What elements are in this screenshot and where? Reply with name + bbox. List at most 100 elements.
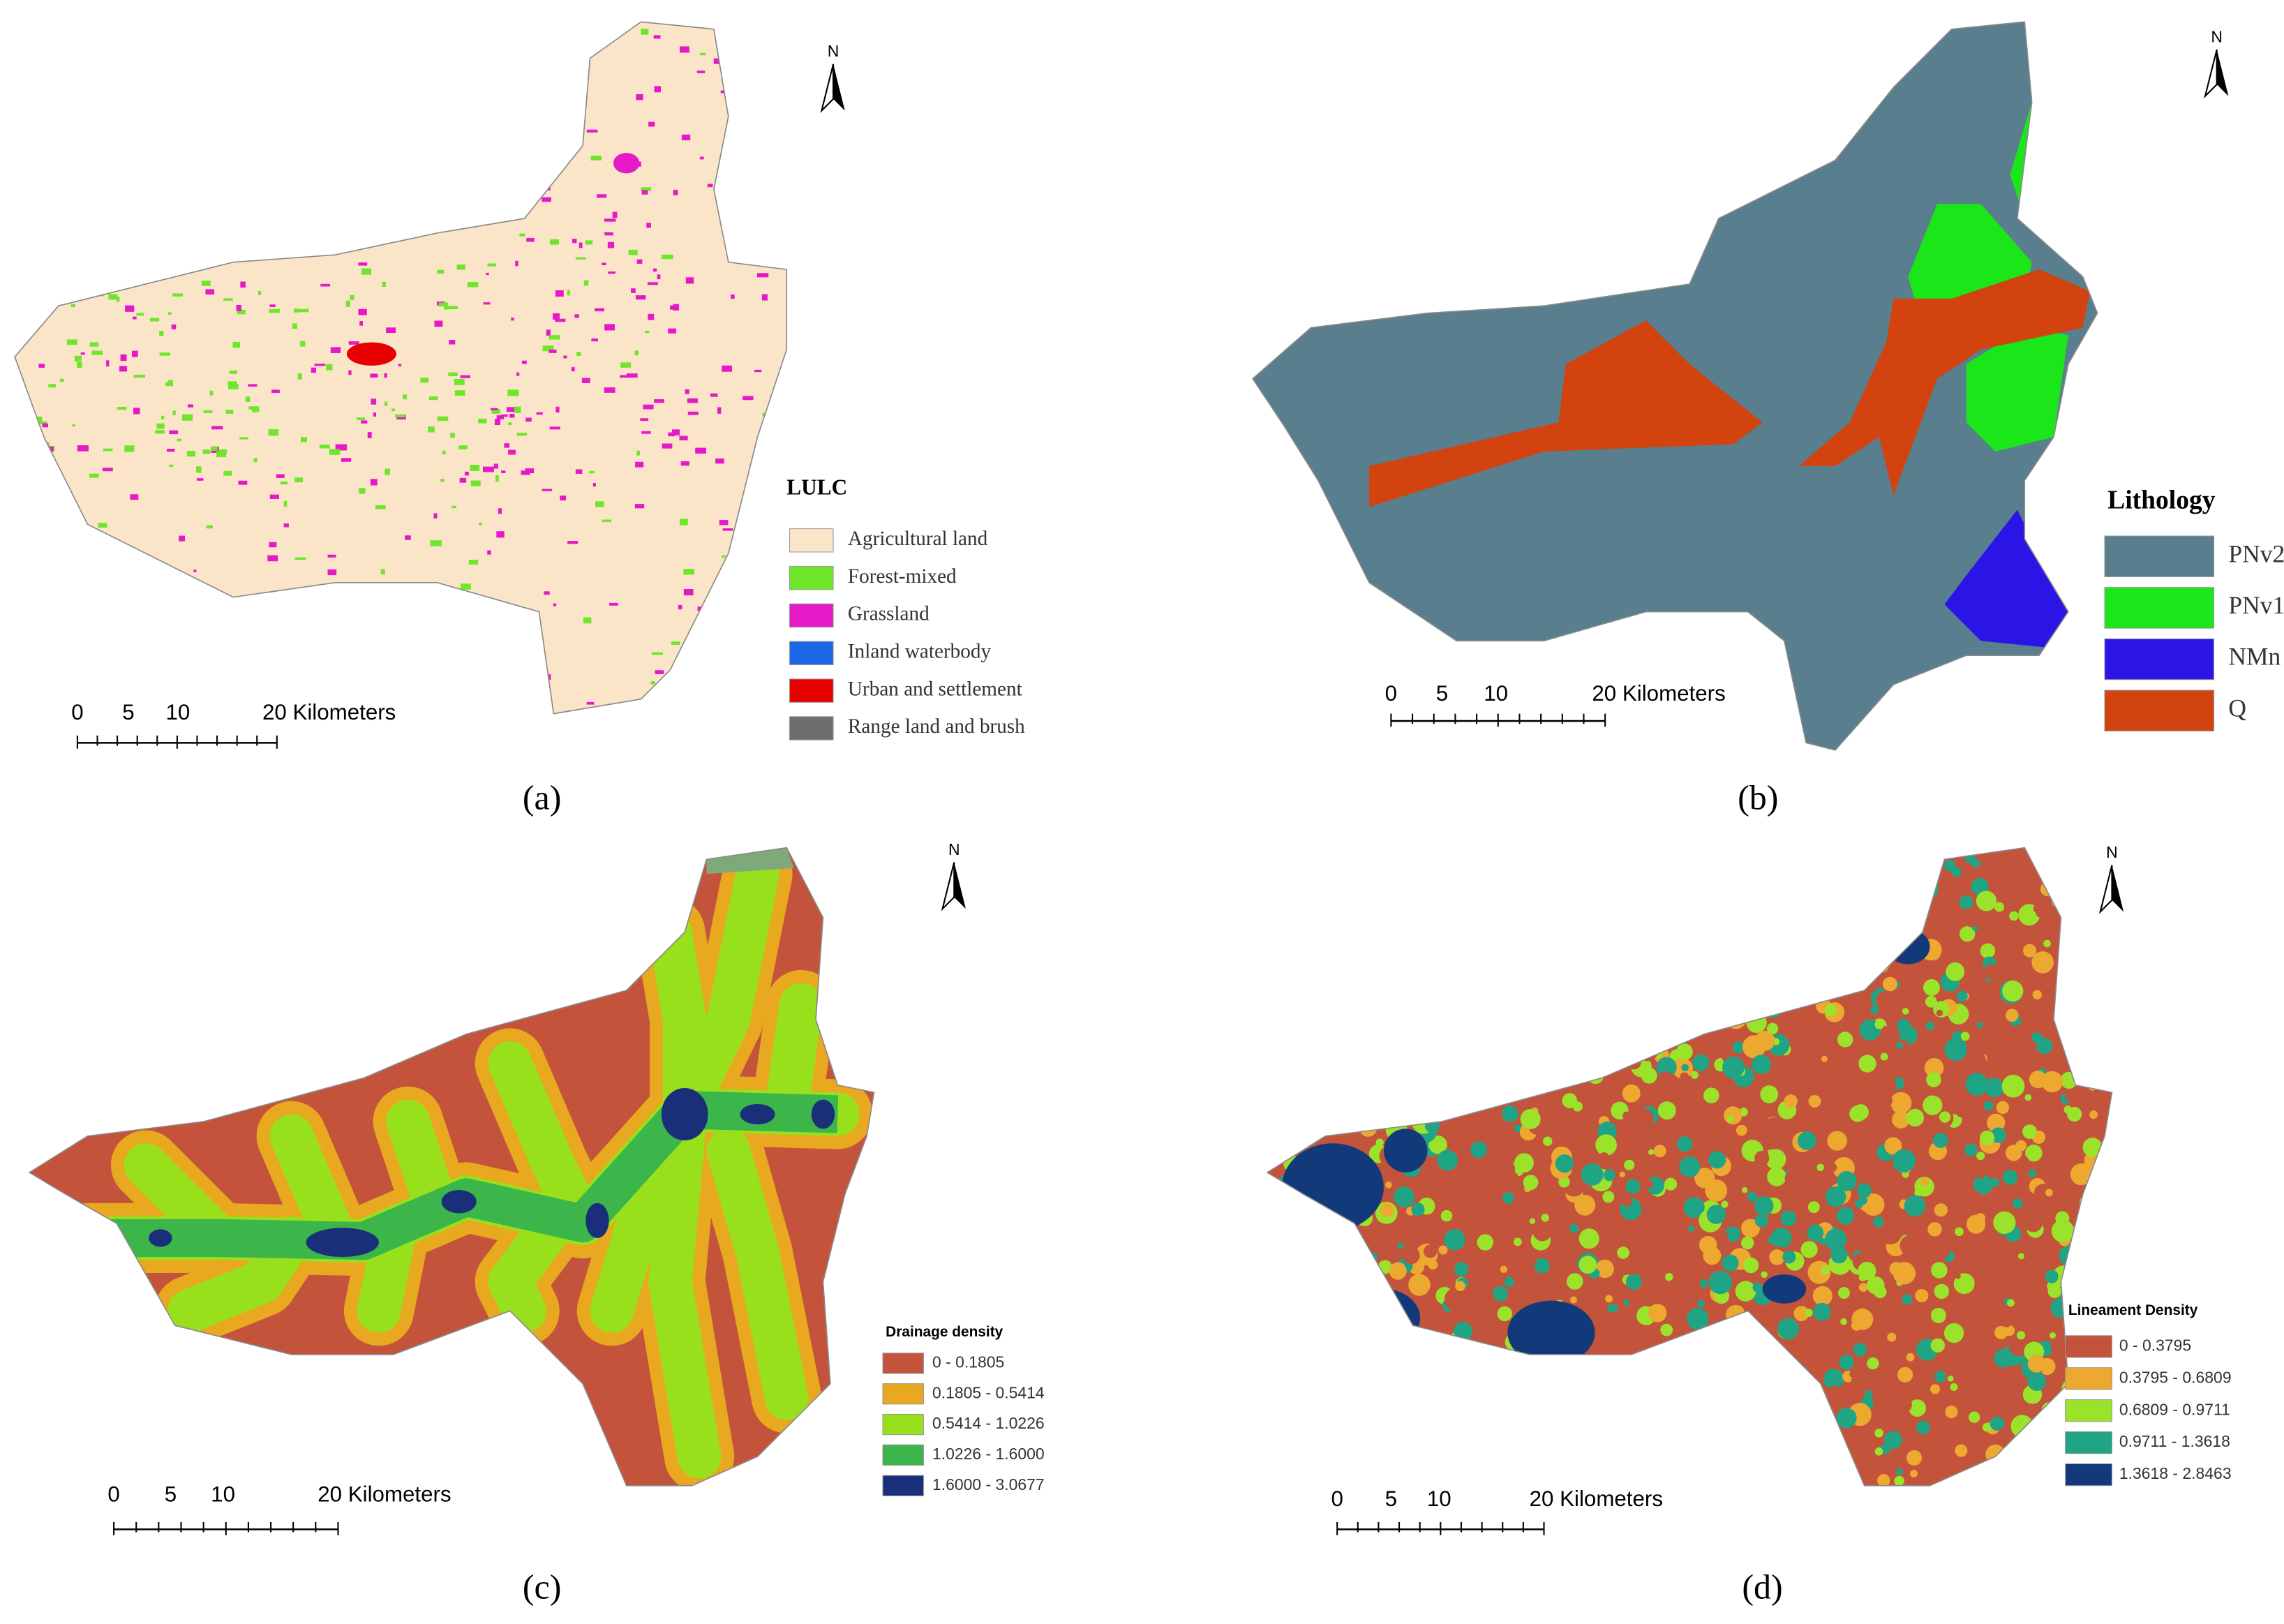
land-patch <box>757 514 768 517</box>
density-patch <box>1915 1288 1929 1303</box>
density-patch <box>1553 1393 1576 1417</box>
density-patch <box>1380 1203 1394 1218</box>
land-patch <box>47 446 54 452</box>
density-patch <box>1398 951 1420 973</box>
density-patch <box>2063 905 2080 923</box>
land-patch <box>34 444 41 451</box>
land-patch <box>468 560 479 565</box>
density-patch <box>2027 1355 2046 1373</box>
legend-swatch <box>2065 1463 2112 1487</box>
density-patch <box>1884 1431 1902 1450</box>
density-patch <box>1731 878 1747 895</box>
land-patch <box>306 692 310 696</box>
density-patch <box>2040 1008 2061 1030</box>
density-patch <box>1296 917 1320 941</box>
land-patch <box>673 304 680 311</box>
density-patch <box>1535 872 1544 880</box>
density-patch <box>1455 1281 1465 1292</box>
density-patch <box>1622 1111 1632 1121</box>
density-patch <box>1370 946 1393 969</box>
density-patch <box>1930 1307 1946 1323</box>
land-patch <box>177 438 181 442</box>
density-patch <box>1675 1023 1683 1031</box>
land-patch <box>196 466 202 473</box>
land-patch <box>567 541 579 544</box>
density-patch <box>1357 1344 1368 1355</box>
density-patch <box>1295 1292 1319 1316</box>
land-patch <box>330 347 341 353</box>
land-patch <box>380 228 386 232</box>
density-patch <box>1537 1260 1547 1270</box>
land-patch <box>549 426 560 430</box>
land-patch <box>559 87 566 94</box>
density-patch <box>1471 1463 1481 1473</box>
land-patch <box>707 184 713 188</box>
density-patch <box>1283 1204 1299 1220</box>
density-patch <box>1779 1454 1800 1474</box>
land-patch <box>341 458 352 462</box>
land-patch <box>586 701 595 705</box>
density-patch <box>1773 949 1789 964</box>
density-patch <box>1306 1091 1327 1112</box>
density-patch <box>1955 1227 1964 1237</box>
land-patch <box>237 309 246 315</box>
land-patch <box>634 504 645 509</box>
density-patch <box>1793 1376 1814 1397</box>
density-patch <box>1441 1016 1461 1036</box>
land-patch <box>604 232 613 236</box>
density-patch <box>1837 1171 1857 1191</box>
density-patch <box>1639 921 1659 941</box>
density-patch <box>1478 1019 1491 1031</box>
land-patch <box>548 335 560 340</box>
density-patch <box>1883 976 1897 992</box>
density-patch <box>1792 847 1804 858</box>
density-patch <box>2066 950 2084 968</box>
density-patch <box>1285 1115 1306 1135</box>
land-patch <box>252 614 262 619</box>
density-patch <box>1492 1470 1507 1485</box>
land-patch <box>150 687 162 691</box>
scale-label: 0 <box>71 700 83 724</box>
land-patch <box>216 451 227 458</box>
density-patch <box>1678 955 1688 965</box>
land-patch <box>240 281 246 288</box>
density-patch <box>1821 1055 1828 1062</box>
density-patch <box>1946 962 1965 981</box>
density-patch <box>1459 1468 1477 1486</box>
map-outline <box>1266 847 2113 1487</box>
density-patch <box>1766 1022 1779 1035</box>
land-patch <box>760 571 772 576</box>
land-patch <box>340 22 348 26</box>
density-patch <box>1347 1018 1357 1028</box>
density-patch <box>1584 1440 1598 1454</box>
land-patch <box>456 265 465 270</box>
density-patch <box>1398 1038 1419 1059</box>
density-patch <box>1798 1168 1807 1177</box>
land-patch <box>340 111 351 118</box>
land-patch <box>25 576 31 583</box>
density-patch <box>1514 991 1532 1009</box>
density-patch <box>1789 953 1808 973</box>
density-patch <box>1622 852 1645 875</box>
land-patch <box>636 450 641 456</box>
density-patch <box>1602 1191 1615 1203</box>
density-patch <box>1267 857 1276 872</box>
density-patch <box>2099 1226 2112 1241</box>
density-patch <box>1683 1197 1705 1219</box>
density-patch <box>2093 855 2103 865</box>
density-patch <box>1964 910 1981 928</box>
density-patch <box>1365 895 1377 907</box>
density-patch <box>1658 896 1679 917</box>
land-patch <box>269 494 280 499</box>
land-patch <box>33 635 38 638</box>
density-patch <box>1488 1460 1508 1480</box>
density-patch <box>1710 922 1724 936</box>
density-patch <box>2098 1009 2112 1023</box>
density-patch <box>1605 1295 1613 1303</box>
land-patch <box>447 306 458 310</box>
land-patch <box>498 508 502 514</box>
density-patch <box>1782 1250 1796 1264</box>
land-patch <box>732 54 740 57</box>
land-patch <box>19 308 24 311</box>
